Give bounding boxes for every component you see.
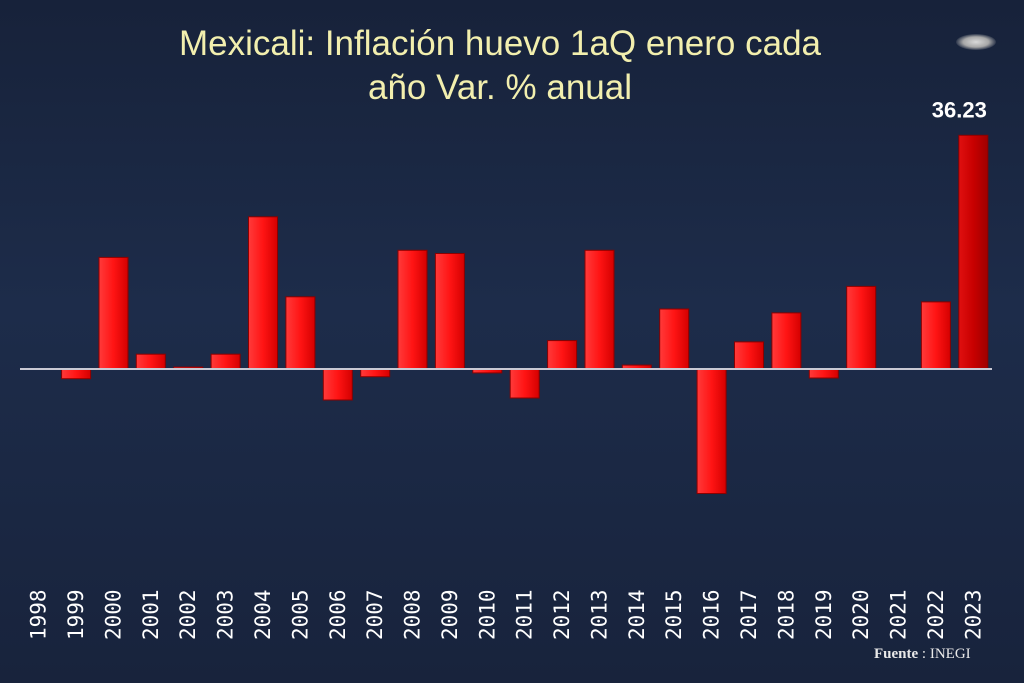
bar-2004 [248, 216, 278, 370]
x-tick-label-2023: 2023 [961, 589, 985, 640]
bar-2011 [509, 368, 540, 399]
decorative-dot [956, 34, 996, 50]
bar-2020 [846, 285, 877, 370]
x-tick-label-2000: 2000 [102, 589, 126, 640]
x-tick-label-2001: 2001 [139, 589, 163, 640]
x-tick-label-2022: 2022 [924, 589, 948, 640]
x-tick-labels: 1998 1999 2000 2001 2002 2003 2004 2005 2006 2007… [27, 589, 986, 640]
x-tick-label-2014: 2014 [625, 589, 649, 640]
x-tick-label-2011: 2011 [513, 589, 537, 640]
x-tick-label-2018: 2018 [774, 589, 798, 640]
bar-1999 [61, 368, 92, 380]
bar-2001 [135, 353, 166, 370]
x-tick-label-1998: 1998 [27, 589, 51, 640]
bar-2006 [322, 368, 353, 401]
bar-2019 [808, 368, 839, 379]
bars-layer [61, 134, 989, 494]
x-tick-label-2020: 2020 [849, 589, 873, 640]
x-tick-label-2015: 2015 [662, 589, 686, 640]
x-tick-label-2002: 2002 [176, 589, 200, 640]
labels-layer: 36.23 [932, 97, 987, 122]
source-label: Fuente [874, 646, 919, 662]
chart-title: Mexicali: Inflación huevo 1aQ enero cada… [90, 22, 910, 110]
chart-title-line-2: año Var. % anual [368, 68, 632, 107]
x-tick-label-2019: 2019 [812, 589, 836, 640]
x-tick-label-2004: 2004 [251, 589, 275, 640]
bar-2018 [771, 312, 802, 370]
x-tick-label-2017: 2017 [737, 589, 761, 640]
x-tick-label-2013: 2013 [588, 589, 612, 640]
bar-2022 [920, 301, 951, 370]
x-tick-label-2012: 2012 [550, 589, 574, 640]
bar-2003 [210, 353, 241, 370]
bar-2008 [397, 249, 428, 370]
x-tick-label-2003: 2003 [214, 589, 238, 640]
x-tick-label-2021: 2021 [887, 589, 911, 640]
data-label-2023: 36.23 [932, 97, 987, 122]
source-value: INEGI [929, 646, 971, 662]
x-tick-label-2007: 2007 [363, 589, 387, 640]
chart-title-line-1: Mexicali: Inflación huevo 1aQ enero cada [178, 24, 822, 63]
x-tick-label-2016: 2016 [700, 589, 724, 640]
x-tick-label-2009: 2009 [438, 589, 462, 640]
x-tick-label-2006: 2006 [326, 589, 350, 640]
x-tick-label-2010: 2010 [475, 589, 499, 640]
source-note: Fuente : INEGI [874, 646, 971, 663]
bar-2013 [584, 249, 615, 370]
bar-2012 [547, 340, 578, 370]
bar-2009 [434, 253, 465, 370]
bar-2015 [659, 308, 690, 370]
x-tick-label-2008: 2008 [401, 589, 425, 640]
bar-2023 [958, 134, 989, 370]
bar-2005 [285, 296, 316, 370]
x-tick-label-2005: 2005 [288, 589, 312, 640]
source-separator: : [918, 646, 930, 662]
x-tick-label-1999: 1999 [64, 589, 88, 640]
bar-2007 [360, 368, 391, 378]
bar-2017 [734, 341, 764, 370]
bar-2016 [696, 368, 727, 494]
bar-2000 [98, 256, 129, 370]
